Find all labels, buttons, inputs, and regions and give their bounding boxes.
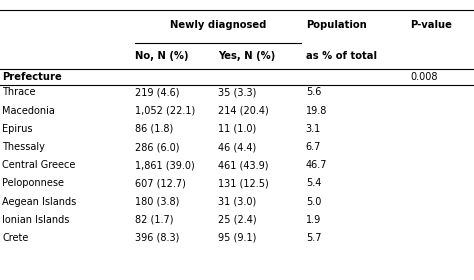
Text: 0.008: 0.008 (410, 72, 438, 82)
Text: 11 (1.0): 11 (1.0) (218, 124, 256, 134)
Text: 5.6: 5.6 (306, 87, 321, 97)
Text: 1,861 (39.0): 1,861 (39.0) (135, 160, 195, 170)
Text: Macedonia: Macedonia (2, 106, 55, 116)
Text: 82 (1.7): 82 (1.7) (135, 215, 173, 225)
Text: 396 (8.3): 396 (8.3) (135, 233, 180, 243)
Text: 214 (20.4): 214 (20.4) (218, 106, 269, 116)
Text: 6.7: 6.7 (306, 142, 321, 152)
Text: Crete: Crete (2, 233, 29, 243)
Text: No, N (%): No, N (%) (135, 51, 189, 61)
Text: Aegean Islands: Aegean Islands (2, 197, 77, 207)
Text: 35 (3.3): 35 (3.3) (218, 87, 256, 97)
Text: 86 (1.8): 86 (1.8) (135, 124, 173, 134)
Text: Newly diagnosed: Newly diagnosed (170, 20, 266, 30)
Text: Thrace: Thrace (2, 87, 36, 97)
Text: 607 (12.7): 607 (12.7) (135, 178, 186, 188)
Text: Thessaly: Thessaly (2, 142, 45, 152)
Text: Peloponnese: Peloponnese (2, 178, 64, 188)
Text: 286 (6.0): 286 (6.0) (135, 142, 180, 152)
Text: 1,052 (22.1): 1,052 (22.1) (135, 106, 195, 116)
Text: 219 (4.6): 219 (4.6) (135, 87, 180, 97)
Text: 5.7: 5.7 (306, 233, 321, 243)
Text: 25 (2.4): 25 (2.4) (218, 215, 256, 225)
Text: 5.0: 5.0 (306, 197, 321, 207)
Text: 46 (4.4): 46 (4.4) (218, 142, 256, 152)
Text: Central Greece: Central Greece (2, 160, 76, 170)
Text: P-value: P-value (410, 20, 452, 30)
Text: Epirus: Epirus (2, 124, 33, 134)
Text: 180 (3.8): 180 (3.8) (135, 197, 180, 207)
Text: 46.7: 46.7 (306, 160, 327, 170)
Text: Yes, N (%): Yes, N (%) (218, 51, 275, 61)
Text: Ionian Islands: Ionian Islands (2, 215, 70, 225)
Text: 19.8: 19.8 (306, 106, 327, 116)
Text: 131 (12.5): 131 (12.5) (218, 178, 269, 188)
Text: Prefecture: Prefecture (2, 72, 62, 82)
Text: 1.9: 1.9 (306, 215, 321, 225)
Text: 5.4: 5.4 (306, 178, 321, 188)
Text: 95 (9.1): 95 (9.1) (218, 233, 256, 243)
Text: as % of total: as % of total (306, 51, 377, 61)
Text: Population: Population (306, 20, 366, 30)
Text: 3.1: 3.1 (306, 124, 321, 134)
Text: 461 (43.9): 461 (43.9) (218, 160, 269, 170)
Text: 31 (3.0): 31 (3.0) (218, 197, 256, 207)
